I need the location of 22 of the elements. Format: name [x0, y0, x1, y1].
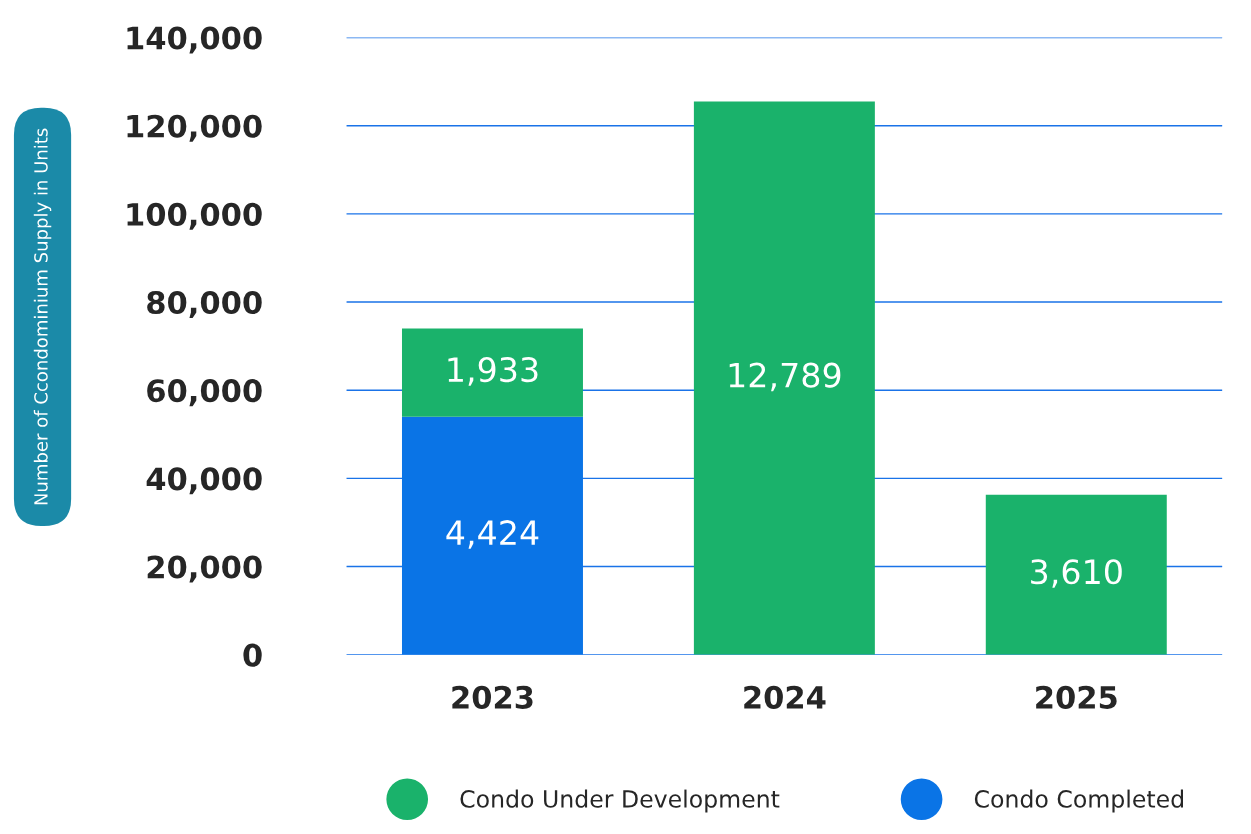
y-axis-title: Number of Ccondominium Supply in Units [33, 128, 52, 505]
y-tick-label: 0 [243, 643, 262, 667]
bar [401, 416, 583, 655]
bar [693, 101, 875, 655]
y-tick-label: 40,000 [146, 467, 262, 495]
annotation: 3,610 [1031, 559, 1122, 588]
y-tick-label: 60,000 [147, 379, 262, 407]
x-tick-label: 2025 [1036, 685, 1117, 709]
annotation: 1,933 [448, 357, 538, 386]
y-tick-label: 140,000 [127, 26, 262, 54]
x-tick-label: 2023 [452, 685, 533, 709]
y-tick-label: 80,000 [147, 290, 262, 318]
y-tick-label: 20,000 [147, 555, 262, 583]
y-tick-label: 100,000 [127, 202, 262, 230]
bar [985, 494, 1167, 655]
annotation: 12,789 [729, 362, 841, 392]
legend-label: Condo Completed [974, 789, 1183, 813]
annotation: 4,424 [446, 520, 539, 549]
y-tick-label: 120,000 [127, 114, 262, 142]
bar [401, 328, 583, 417]
legend-label: Condo Under Development [460, 789, 780, 813]
x-tick-label: 2024 [744, 685, 826, 709]
